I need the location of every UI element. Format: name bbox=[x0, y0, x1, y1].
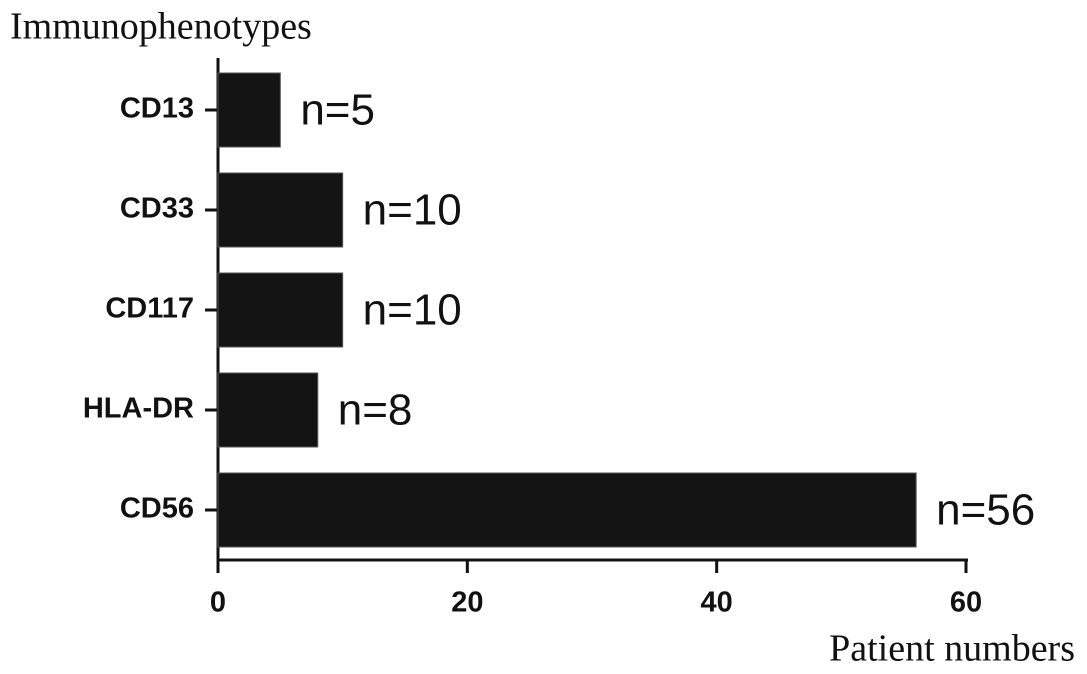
value-label: n=10 bbox=[363, 186, 462, 235]
bar bbox=[217, 272, 344, 348]
x-tick-label: 60 bbox=[950, 587, 982, 619]
y-tick-label: CD13 bbox=[120, 93, 194, 125]
bar bbox=[217, 72, 281, 148]
bar bbox=[217, 172, 344, 248]
y-tick-label: CD56 bbox=[120, 493, 194, 525]
x-tick-label: 20 bbox=[451, 587, 483, 619]
value-label: n=56 bbox=[936, 486, 1035, 535]
y-tick-label: CD33 bbox=[120, 193, 194, 225]
chart-title: Immunophenotypes bbox=[10, 6, 312, 48]
value-label: n=5 bbox=[300, 86, 375, 135]
y-tick-label: HLA-DR bbox=[83, 393, 194, 425]
bar bbox=[217, 372, 319, 448]
x-tick-label: 0 bbox=[210, 587, 226, 619]
x-tick-label: 40 bbox=[701, 587, 733, 619]
value-label: n=8 bbox=[338, 386, 413, 435]
bar bbox=[217, 472, 917, 548]
y-tick-label: CD117 bbox=[105, 293, 194, 325]
value-label: n=10 bbox=[363, 286, 462, 335]
x-axis-label: Patient numbers bbox=[829, 628, 1075, 670]
